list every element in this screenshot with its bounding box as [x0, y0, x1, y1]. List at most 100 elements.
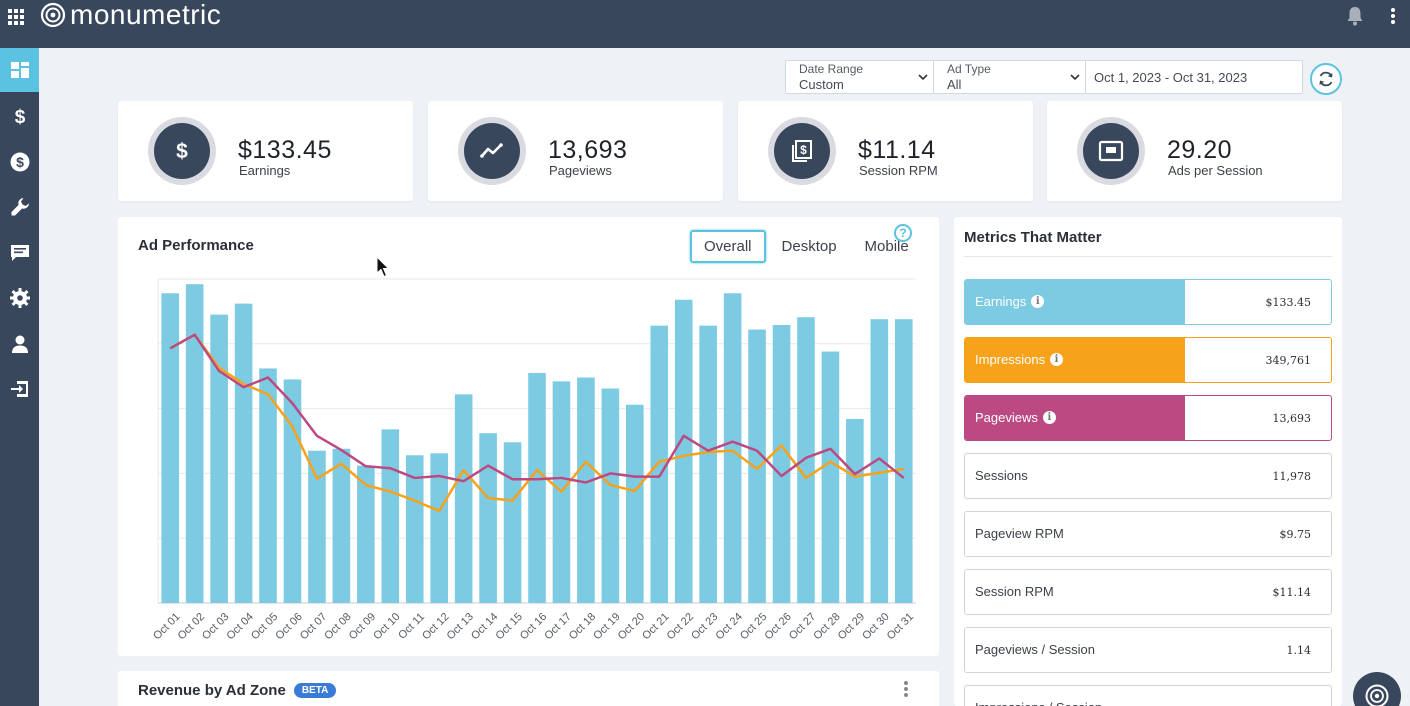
kpi-card-pageviews: 13,693 Pageviews — [428, 101, 723, 201]
metric-row-earnings[interactable]: Earnings i $133.45 — [964, 279, 1332, 325]
bell-icon[interactable] — [1346, 6, 1364, 26]
sidebar-item-account[interactable] — [0, 322, 39, 366]
metric-value: $11.14 — [1272, 586, 1312, 599]
svg-text:$: $ — [800, 143, 807, 157]
gear-icon — [9, 288, 30, 308]
metric-row-impressions[interactable]: Impressions i 349,761 — [964, 337, 1332, 383]
metric-value: 1.14 — [1286, 644, 1312, 657]
revenue-by-zone-panel: Revenue by Ad Zone BETA — [118, 671, 939, 706]
chart-bar — [577, 377, 595, 603]
x-tick-label: Oct 25 — [738, 611, 769, 642]
chart-bar — [210, 314, 228, 603]
chart-bar — [357, 465, 375, 603]
metric-row-pageviews[interactable]: Pageviews i 13,693 — [964, 395, 1332, 441]
metric-label: Pageviews / Session — [975, 642, 1095, 657]
metric-fill-bar — [965, 338, 1185, 382]
x-tick-label: Oct 30 — [860, 611, 891, 642]
x-tick-label: Oct 08 — [322, 611, 353, 642]
sidebar-item-settings[interactable] — [0, 276, 39, 320]
ad-performance-panel: Ad Performance Overall Desktop Mobile ? … — [118, 217, 939, 656]
sidebar-item-payments[interactable]: $ — [0, 140, 39, 184]
chat-launcher-button[interactable] — [1353, 672, 1401, 706]
x-tick-label: Oct 06 — [273, 611, 304, 642]
x-tick-label: Oct 14 — [469, 611, 500, 642]
metric-row-session-rpm[interactable]: Session RPM $11.14 — [964, 569, 1332, 615]
sidebar-item-messages[interactable] — [0, 231, 39, 275]
chart-bar — [454, 394, 473, 603]
kpi-card-earnings: $ $133.45 Earnings — [118, 101, 413, 201]
kpi-value: 29.20 — [1167, 136, 1233, 164]
chart-series-line — [169, 333, 905, 484]
metric-label: Pageview RPM — [975, 526, 1064, 541]
mouse-cursor-icon — [376, 256, 390, 278]
chart-bar — [308, 450, 326, 603]
x-tick-label: Oct 23 — [689, 611, 720, 642]
ad-type-label: Ad Type — [947, 62, 991, 76]
info-icon[interactable]: i — [1031, 295, 1045, 308]
date-picker-input[interactable]: Oct 1, 2023 - Oct 31, 2023 — [1086, 61, 1302, 93]
svg-text:$: $ — [176, 140, 188, 163]
metric-label: Earnings i — [975, 294, 1045, 309]
filter-bar: Date Range Custom Ad Type All Oct 1, 202… — [785, 60, 1303, 94]
x-tick-label: Oct 19 — [591, 611, 622, 642]
x-tick-label: Oct 20 — [616, 611, 647, 642]
sidebar-item-logout[interactable] — [0, 367, 39, 411]
sidebar-item-tools[interactable] — [0, 185, 39, 229]
date-range-select[interactable]: Date Range Custom — [786, 61, 934, 93]
svg-text:$: $ — [14, 107, 25, 127]
chat-icon — [10, 245, 29, 261]
rpm-icon: $ — [792, 140, 812, 162]
metric-label: Sessions — [975, 468, 1028, 483]
x-tick-label: Oct 10 — [371, 611, 402, 642]
chat-launcher-icon — [1365, 684, 1389, 706]
metric-label-text: Session RPM — [975, 584, 1054, 599]
kpi-value: $11.14 — [858, 136, 936, 164]
refresh-icon — [1319, 71, 1333, 87]
tab-desktop[interactable]: Desktop — [781, 237, 837, 255]
metric-row-pageview-rpm[interactable]: Pageview RPM $9.75 — [964, 511, 1332, 557]
metric-value: $133.45 — [1265, 296, 1312, 309]
x-tick-label: Oct 02 — [176, 611, 207, 642]
x-tick-label: Oct 09 — [347, 611, 378, 642]
x-tick-label: Oct 05 — [249, 611, 280, 642]
kpi-card-ads-per-session: 29.20 Ads per Session — [1047, 101, 1342, 201]
x-tick-label: Oct 31 — [885, 611, 916, 642]
x-tick-label: Oct 18 — [567, 611, 598, 642]
chart-bar — [405, 455, 424, 603]
refresh-button[interactable] — [1310, 63, 1342, 95]
chart-bar — [626, 404, 644, 603]
date-range-value: Custom — [799, 77, 844, 92]
dollar-icon: $ — [14, 107, 25, 127]
dashboard-icon — [10, 62, 29, 78]
date-range-label: Date Range — [799, 62, 864, 76]
more-menu-icon[interactable] — [1391, 8, 1395, 24]
metric-row-sessions[interactable]: Sessions 11,978 — [964, 453, 1332, 499]
kpi-card-session-rpm: $ $11.14 Session RPM — [738, 101, 1033, 201]
kpi-label: Session RPM — [859, 163, 938, 178]
apps-grid-icon[interactable] — [8, 9, 24, 25]
sidebar-item-dashboard[interactable] — [0, 48, 39, 92]
chart-bar — [748, 329, 766, 603]
metric-row-impressions-session[interactable]: Impressions / Session — [964, 685, 1332, 706]
info-icon[interactable]: i — [1042, 411, 1056, 424]
help-icon[interactable]: ? — [894, 224, 912, 242]
x-tick-label: Oct 16 — [518, 611, 549, 642]
monumetric-logo-icon — [40, 2, 66, 28]
sidebar-item-earnings[interactable]: $ — [0, 94, 39, 138]
x-tick-label: Oct 12 — [420, 611, 451, 642]
tab-mobile[interactable]: Mobile — [864, 237, 909, 255]
brand-logo[interactable]: monumetric — [40, 0, 221, 30]
user-icon — [11, 335, 28, 353]
x-tick-label: Oct 29 — [836, 611, 867, 642]
info-icon[interactable]: i — [1050, 353, 1064, 366]
chart-bar — [332, 448, 351, 603]
kpi-label: Ads per Session — [1168, 163, 1263, 178]
ad-type-select[interactable]: Ad Type All — [934, 61, 1086, 93]
metric-row-pageviews-session[interactable]: Pageviews / Session 1.14 — [964, 627, 1332, 673]
panel-menu-icon[interactable] — [904, 681, 908, 699]
x-tick-label: Oct 07 — [298, 611, 329, 642]
tab-overall[interactable]: Overall — [690, 229, 766, 263]
x-tick-label: Oct 04 — [225, 611, 256, 642]
beta-badge: BETA — [293, 683, 337, 698]
sidebar: $ $ — [0, 48, 39, 706]
